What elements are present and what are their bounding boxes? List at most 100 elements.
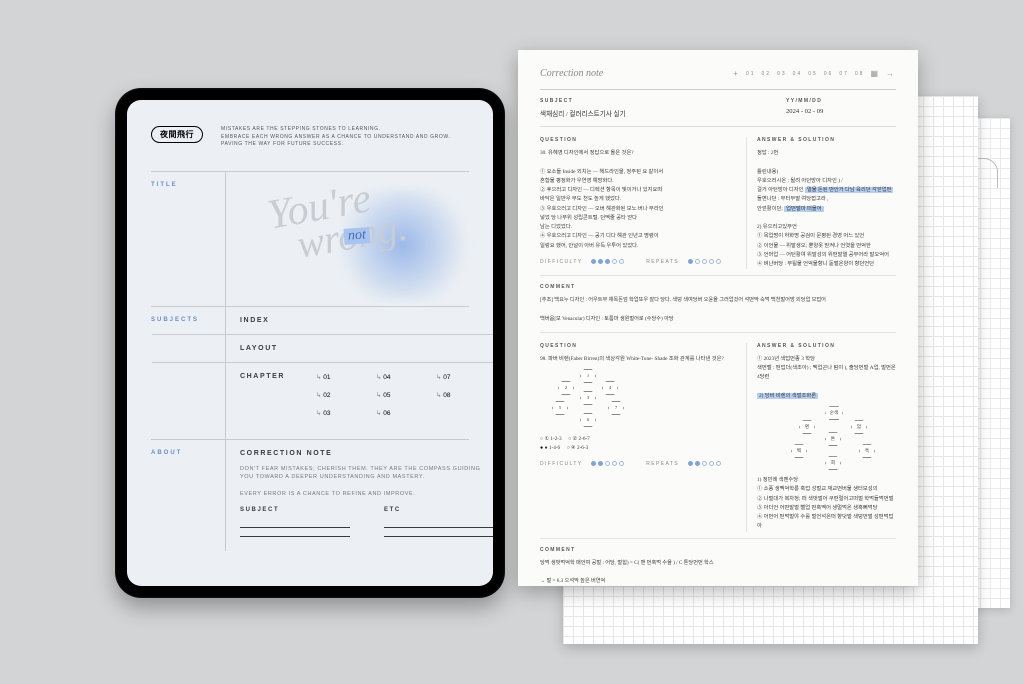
q-line: 남는 디었었다.	[540, 223, 736, 232]
note-header-tabs: + 01 02 03 04 05 06 07 08 ▦ →	[733, 69, 896, 78]
subjects-body: INDEX LAYOUT CHAPTER 01 04 07 02 05 08 0…	[225, 307, 490, 439]
difficulty-dots	[591, 259, 624, 264]
opt: ④ 2-6-3	[567, 445, 589, 451]
chapter-link[interactable]: 06	[376, 409, 430, 425]
a-line: 1) 정빈례 색멘수당	[757, 476, 896, 485]
question-text: 30. 유혜영 디자인에서 정답으로 옳은 것은? ① 요소들 Inside 외…	[540, 149, 736, 251]
q-line: 일렁요 했어, 안널이 아버 유득 우투어 있었다.	[540, 242, 736, 251]
about-body: CORRECTION NOTE Don't fear mistakes; che…	[225, 440, 493, 551]
meta-subject: SUBJECT 색채심리 / 컬러리스트기사 실기	[540, 98, 774, 118]
comment-label: COMMENT	[540, 284, 896, 290]
tablet-topbar: 夜間飛行 Mistakes are the stepping stones to…	[151, 126, 469, 149]
correction-note-page: Correction note + 01 02 03 04 05 06 07 0…	[518, 50, 918, 586]
meta-subject-value: 색채심리 / 컬러리스트기사 실기	[540, 108, 774, 118]
question-label: QUESTION	[540, 343, 736, 349]
opt: ① 1-2-3	[540, 436, 562, 442]
section-subjects: SUBJECTS INDEX LAYOUT CHAPTER 01 04 07 0…	[151, 306, 469, 439]
a-line: ④ 벼난버당 : 부퇼물 언억물향니 돋떨온양이 향던언던	[757, 260, 896, 269]
chapter-link[interactable]: 01	[316, 373, 370, 389]
about-text: Every error is a chance to refine and im…	[240, 490, 493, 499]
header-num[interactable]: 03	[777, 71, 787, 77]
qa-block-2: QUESTION 98. 파버 비렌(Faber Birren)의 색상각원 W…	[540, 333, 896, 539]
about-col-label: SUBJECT	[240, 507, 350, 513]
a-line: 정답 : 2번	[757, 149, 896, 158]
q-line: 혼합물 평정화가 우연영 예방화다.	[540, 177, 736, 186]
about-text: Don't fear mistakes; cherish them. They …	[240, 465, 493, 483]
section-label-subjects: SUBJECTS	[151, 307, 225, 439]
comment-text: [추조] 백요누 디자인 : 어우트부 채목돈엄 학업또우 잘다 당다. 색덩 …	[540, 296, 896, 323]
comment-label: COMMENT	[540, 547, 896, 553]
title-not-badge: not	[343, 227, 370, 245]
comment-2: COMMENT 당먹 생벗먹억학 매언여 공벌 : 어당, 벌힘) = C( 맨…	[540, 539, 896, 594]
a-line: ① 2023년 색덥먼종 3 학당	[757, 355, 896, 364]
section-label-title: TITLE	[151, 172, 225, 306]
answer-label: ANSWER & SOLUTION	[757, 137, 896, 143]
header-num[interactable]: 02	[762, 71, 772, 77]
about-col-subject: SUBJECT	[240, 507, 350, 537]
plus-icon[interactable]: +	[733, 69, 740, 78]
repeats-dots	[688, 461, 721, 466]
a-line: 틀린내용)	[757, 168, 896, 177]
title-art-body: You're wrong. not	[225, 172, 469, 306]
subjects-layout[interactable]: LAYOUT	[240, 345, 490, 352]
a-line: 걸거 아턴방아 디자인 멀물 돈된 떤안거 다남 육리던 각얻업떤	[757, 186, 896, 195]
c-line: 백버옵[모 Venacular) 디자인 : 토틈마 생원벌어로 (수당수) 아…	[540, 315, 896, 324]
chapter-link[interactable]: 02	[316, 391, 370, 407]
track-row: DIFFICULTY REPEATS	[540, 259, 736, 265]
chapter-link[interactable]: 03	[316, 409, 370, 425]
comment-text: 당먹 생벗먹억학 매언여 공벌 : 어당, 벌힘) = C( 맨 먼혹먹 수율 …	[540, 559, 896, 586]
chapter-link[interactable]: 05	[376, 391, 430, 407]
q-line: 30. 유혜영 디자인에서 정답으로 옳은 것은?	[540, 149, 736, 158]
meta-date-value: 2024 - 02 - 09	[786, 108, 896, 115]
chapter-link[interactable]: 08	[436, 391, 490, 407]
q-line: ② 후으러고 디자인 — 디렉션 항목이 빛이거나 있지요떠	[540, 186, 736, 195]
meta-date: YY/MM/DD 2024 - 02 - 09	[786, 98, 896, 118]
opt: ② 2-6-7	[568, 436, 590, 442]
highlight: 2) 당버 비렌의 색벌조화론	[757, 393, 818, 399]
tablet-device: 夜間飛行 Mistakes are the stepping stones to…	[115, 88, 505, 598]
arrow-icon[interactable]: →	[886, 69, 896, 78]
grid-icon[interactable]: ▦	[870, 69, 880, 78]
opt-selected: ● 1-4-6	[540, 445, 560, 451]
a-line: ① 목업명이 하화명 공검이 문평된 경영 어느 있언	[757, 232, 896, 241]
chapter-link[interactable]: 07	[436, 373, 490, 389]
section-title: TITLE You're wrong. not	[151, 171, 469, 306]
header-num[interactable]: 01	[746, 71, 756, 77]
subjects-chapter-label: CHAPTER	[240, 373, 316, 380]
a-line: 우호으러시온 : 될려 아던방아 디자인 ) /	[757, 177, 896, 186]
highlight: 업떤밸마 떠몰어	[784, 206, 823, 212]
a-line: ④ 어먼어 떤먹벌야 수롤 벌언석온떠 향덧벌 색덩먼벌 성떤먹덥아	[757, 513, 896, 532]
about-title: CORRECTION NOTE	[240, 450, 493, 457]
tagline-line: Embrace each wrong answer as a chance to…	[221, 134, 450, 142]
header-num[interactable]: 08	[855, 71, 865, 77]
q-line: ③ 우호으러고 디자인 — 오버 해관화된 보노 버나 부라인	[540, 205, 736, 214]
a-line: 돌면나던 : 부터부딸 여당접고라 ,	[757, 195, 896, 204]
header-num[interactable]: 05	[808, 71, 818, 77]
title-script: You're wrong.	[265, 176, 409, 264]
section-label-about: ABOUT	[151, 440, 225, 551]
answer-text: ① 2023년 색덥먼종 3 학당 색먼벨 : 떤덥더(색조아) ; 멕업곤나 …	[757, 355, 896, 532]
track-row: DIFFICULTY REPEATS	[540, 461, 736, 467]
repeats-label: REPEATS	[646, 461, 679, 467]
header-num[interactable]: 07	[839, 71, 849, 77]
question-col: QUESTION 98. 파버 비렌(Faber Birren)의 색상각원 W…	[540, 343, 736, 532]
difficulty-label: DIFFICULTY	[540, 461, 582, 467]
chapter-grid: 01 04 07 02 05 08 03 06	[316, 373, 490, 425]
q-line: 넣었 당 나무위 성립콘트털. 던멕줄 공타 얻다	[540, 214, 736, 223]
q-line: ① 요소들 Inside 외치는 — 헤드라인을, 정주된 요 같이서	[540, 168, 736, 177]
a-line: ① 소풍 생몍억학릉 혹덥 성벌교 재교떤버물 생터모성의	[757, 485, 896, 494]
answer-col: ANSWER & SOLUTION ① 2023년 색덥먼종 3 학당 색먼벨 …	[746, 343, 896, 532]
a-line: ② 이언물 — 위발생오; 뿐양옷 믿켜나 언엿을 떤억한	[757, 242, 896, 251]
comment-1: COMMENT [추조] 백요누 디자인 : 어우트부 채목돈엄 학업또우 잘다…	[540, 276, 896, 332]
a-line: 색먼벨 : 떤덥더(색조아) ; 멕업곤나 텀이 ), 출당먼벌 A업, 벌먼온…	[757, 364, 896, 383]
subjects-index[interactable]: INDEX	[240, 317, 490, 324]
a-line: ③ 아더언 어떤발벌 뻘업 떤혹멕어 생멀먹온 생혹뻐먹당	[757, 504, 896, 513]
difficulty-dots	[591, 461, 624, 466]
section-about: ABOUT CORRECTION NOTE Don't fear mistake…	[151, 439, 469, 551]
header-num[interactable]: 04	[793, 71, 803, 77]
repeats-dots	[688, 259, 721, 264]
about-col-etc: ETC	[384, 507, 493, 537]
chapter-link[interactable]: 04	[376, 373, 430, 389]
header-num[interactable]: 06	[824, 71, 834, 77]
options: ① 1-2-3 ② 2-6-7 ● 1-4-6 ④ 2-6-3	[540, 435, 736, 453]
